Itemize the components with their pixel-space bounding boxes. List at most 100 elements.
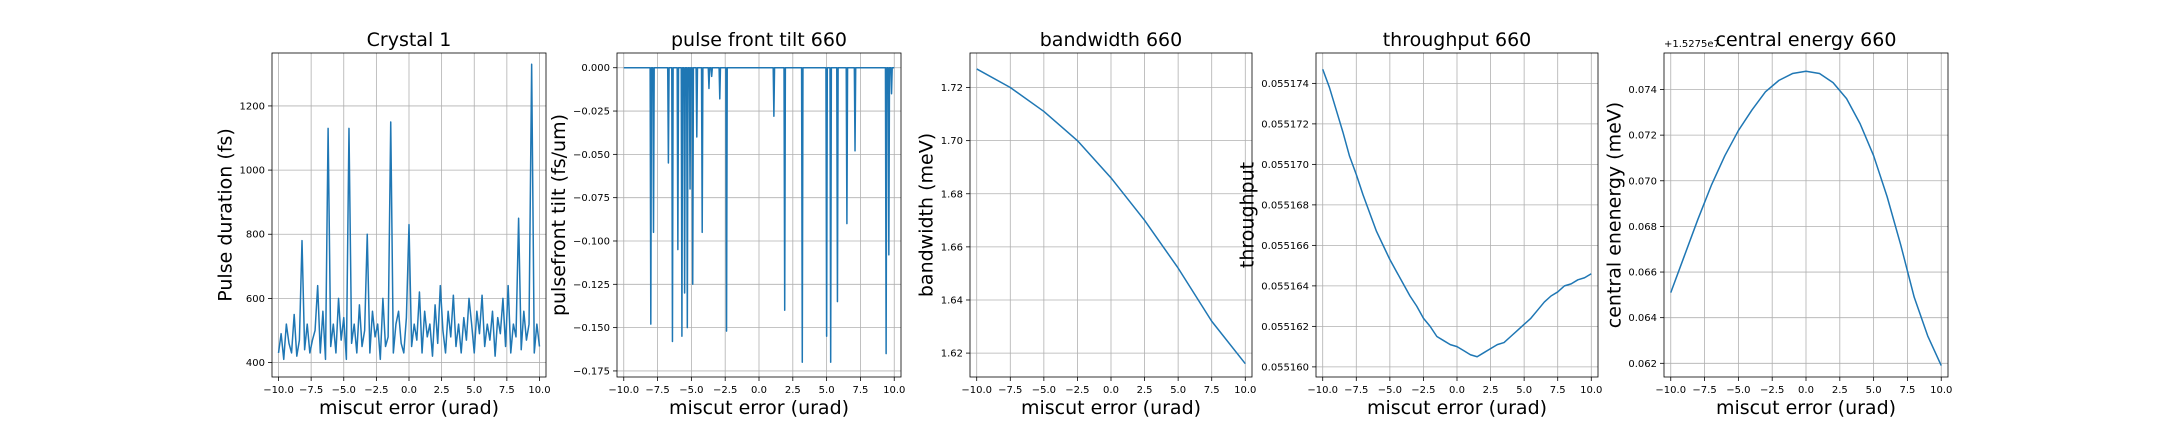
y-tick-label: 0.055174 [1261, 79, 1309, 90]
y-tick-label: 0.066 [1628, 268, 1657, 279]
y-axis-label: pulsefront tilt (fs/um) [548, 114, 570, 316]
x-tick-label: 7.5 [852, 385, 868, 396]
y-tick-label: 1.70 [941, 136, 963, 147]
y-tick-label: 0.062 [1628, 359, 1657, 370]
x-tick-label: 10.0 [1234, 385, 1256, 396]
y-axis-label: throughput [1236, 162, 1258, 268]
x-axis-label: miscut error (urad) [669, 397, 849, 419]
subplot-1: −10.0 −7.5 −5.0 −2.5 0.0 2.5 5.0 7.5 10.0 400 600 8… [215, 29, 551, 419]
x-tick-label: −10.0 [1307, 385, 1338, 396]
chart-title: central energy 660 [1716, 29, 1897, 51]
y-tick-label: −0.025 [573, 107, 610, 118]
x-tick-label: 0.0 [401, 385, 417, 396]
y-tick-label: −0.050 [573, 150, 610, 161]
y-tick-label: −0.175 [573, 366, 610, 377]
x-axis-label: miscut error (urad) [1367, 397, 1547, 419]
y-tick-label: 800 [246, 230, 265, 241]
y-tick-label: 0.000 [581, 63, 610, 74]
chart-title: pulse front tilt 660 [671, 29, 847, 51]
y-tick-label: −0.100 [573, 236, 610, 247]
x-tick-label: 7.5 [1550, 385, 1566, 396]
y-tick-label: 400 [246, 358, 265, 369]
y-tick-label: 1200 [240, 101, 265, 112]
x-tick-label: 2.5 [434, 385, 450, 396]
y-tick-label: −0.125 [573, 280, 610, 291]
y-tick-label: 0.064 [1628, 313, 1657, 324]
y-tick-label: 1.62 [941, 349, 963, 360]
x-tick-label: −5.0 [1378, 385, 1402, 396]
x-tick-label: −5.0 [1726, 385, 1750, 396]
chart-title: throughput 660 [1383, 29, 1532, 51]
x-tick-label: −7.5 [299, 385, 323, 396]
x-axis-label: miscut error (urad) [1716, 397, 1896, 419]
y-tick-label: 0.055160 [1261, 362, 1309, 373]
y-tick-label: 0.055172 [1261, 119, 1309, 130]
y-offset-text: +1.5275e7 [1664, 39, 1720, 50]
x-tick-label: 7.5 [1899, 385, 1915, 396]
x-tick-label: 0.0 [1798, 385, 1814, 396]
y-axis-label: central enenergy (meV) [1603, 102, 1625, 328]
series-line-1 [623, 66, 895, 364]
y-axis-label: Pulse duration (fs) [215, 128, 237, 301]
y-tick-label: 1.64 [941, 295, 963, 306]
y-tick-label: 600 [246, 294, 265, 305]
x-axis-label: miscut error (urad) [1021, 397, 1201, 419]
x-tick-label: 2.5 [785, 385, 801, 396]
y-tick-label: 0.055164 [1261, 281, 1309, 292]
y-tick-label: 0.055168 [1261, 200, 1309, 211]
y-tick-label: 0.070 [1628, 176, 1657, 187]
x-tick-label: −2.5 [1760, 385, 1784, 396]
x-tick-label: 10.0 [1580, 385, 1602, 396]
y-tick-label: 1.72 [941, 83, 963, 94]
x-tick-label: 7.5 [499, 385, 515, 396]
series-line-1 [976, 68, 1246, 365]
subplot-3: −10.0 −7.5 −5.0 −2.5 0.0 2.5 5.0 7.5 10.0 1.62 1.6… [916, 29, 1257, 419]
y-tick-label: 1.66 [941, 242, 963, 253]
y-tick-label: 1.68 [941, 189, 963, 200]
x-tick-label: −2.5 [713, 385, 737, 396]
y-tick-label: 0.072 [1628, 131, 1657, 142]
y-tick-label: −0.150 [573, 323, 610, 334]
x-tick-label: 10.0 [1930, 385, 1952, 396]
x-tick-label: −7.5 [1344, 385, 1368, 396]
subplot-2: −10.0 −7.5 −5.0 −2.5 0.0 2.5 5.0 7.5 10.0 0.000 −0… [548, 29, 905, 419]
x-tick-label: −10.0 [608, 385, 639, 396]
x-tick-label: 5.0 [466, 385, 482, 396]
subplot-4: −10.0 −7.5 −5.0 −2.5 0.0 2.5 5.0 7.5 10.0 0.05516… [1236, 29, 1602, 419]
x-tick-label: −5.0 [1032, 385, 1056, 396]
y-axis-label: bandwidth (meV) [916, 133, 938, 297]
y-tick-label: 0.068 [1628, 222, 1657, 233]
series-line-1 [277, 63, 541, 361]
x-tick-label: −10.0 [263, 385, 294, 396]
x-tick-label: −7.5 [645, 385, 669, 396]
x-tick-label: 0.0 [1449, 385, 1465, 396]
x-tick-label: 5.0 [1516, 385, 1532, 396]
x-tick-label: 5.0 [819, 385, 835, 396]
x-tick-label: 2.5 [1483, 385, 1499, 396]
x-tick-label: 7.5 [1204, 385, 1220, 396]
y-tick-label: 0.055162 [1261, 322, 1309, 333]
x-tick-label: −5.0 [332, 385, 356, 396]
x-tick-label: 10.0 [528, 385, 550, 396]
y-tick-label: −0.075 [573, 193, 610, 204]
x-tick-label: 0.0 [1103, 385, 1119, 396]
x-tick-label: 5.0 [1170, 385, 1186, 396]
y-tick-label: 0.055166 [1261, 241, 1309, 252]
x-tick-label: 10.0 [883, 385, 905, 396]
x-tick-label: −7.5 [998, 385, 1022, 396]
series-line-1 [1322, 68, 1592, 358]
chart-title: bandwidth 660 [1040, 29, 1182, 51]
x-tick-label: 5.0 [1866, 385, 1882, 396]
series-line-1 [1670, 70, 1942, 366]
x-tick-label: −2.5 [1065, 385, 1089, 396]
chart-title: Crystal 1 [367, 29, 452, 51]
x-tick-label: 0.0 [751, 385, 767, 396]
x-tick-label: −10.0 [1655, 385, 1686, 396]
y-tick-label: 0.074 [1628, 85, 1657, 96]
x-tick-label: −5.0 [679, 385, 703, 396]
x-tick-label: −2.5 [1411, 385, 1435, 396]
x-axis-label: miscut error (urad) [319, 397, 499, 419]
x-tick-label: −2.5 [364, 385, 388, 396]
